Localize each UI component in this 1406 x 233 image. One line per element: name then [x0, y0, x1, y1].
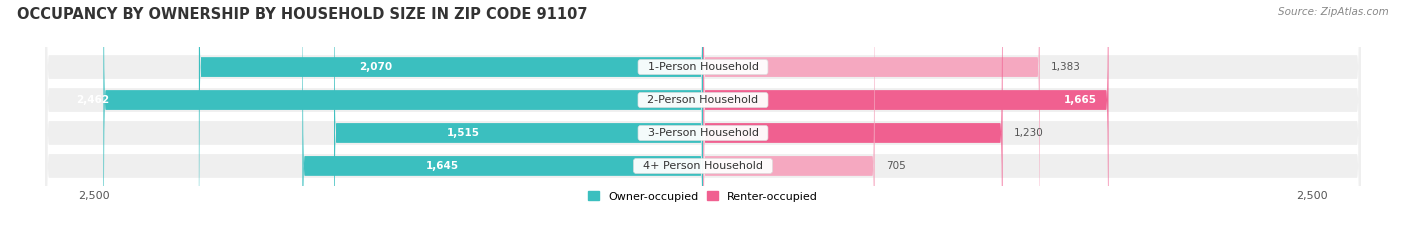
Text: 2,462: 2,462	[76, 95, 110, 105]
FancyBboxPatch shape	[302, 0, 703, 233]
Text: 1-Person Household: 1-Person Household	[641, 62, 765, 72]
Text: 4+ Person Household: 4+ Person Household	[636, 161, 770, 171]
Text: Source: ZipAtlas.com: Source: ZipAtlas.com	[1278, 7, 1389, 17]
Legend: Owner-occupied, Renter-occupied: Owner-occupied, Renter-occupied	[583, 187, 823, 206]
Text: 3-Person Household: 3-Person Household	[641, 128, 765, 138]
FancyBboxPatch shape	[335, 0, 703, 233]
FancyBboxPatch shape	[104, 0, 703, 233]
Text: 705: 705	[886, 161, 905, 171]
FancyBboxPatch shape	[703, 0, 1002, 233]
FancyBboxPatch shape	[703, 0, 875, 233]
Text: 1,230: 1,230	[1014, 128, 1043, 138]
Text: 2-Person Household: 2-Person Household	[641, 95, 765, 105]
Text: 1,515: 1,515	[447, 128, 479, 138]
Text: 1,383: 1,383	[1050, 62, 1081, 72]
Text: 1,645: 1,645	[426, 161, 460, 171]
FancyBboxPatch shape	[45, 0, 1361, 233]
FancyBboxPatch shape	[45, 0, 1361, 233]
Text: 1,665: 1,665	[1063, 95, 1097, 105]
FancyBboxPatch shape	[198, 0, 703, 233]
Text: 2,070: 2,070	[359, 62, 392, 72]
FancyBboxPatch shape	[45, 0, 1361, 233]
FancyBboxPatch shape	[703, 0, 1108, 233]
FancyBboxPatch shape	[45, 0, 1361, 233]
Text: OCCUPANCY BY OWNERSHIP BY HOUSEHOLD SIZE IN ZIP CODE 91107: OCCUPANCY BY OWNERSHIP BY HOUSEHOLD SIZE…	[17, 7, 588, 22]
FancyBboxPatch shape	[703, 0, 1040, 233]
